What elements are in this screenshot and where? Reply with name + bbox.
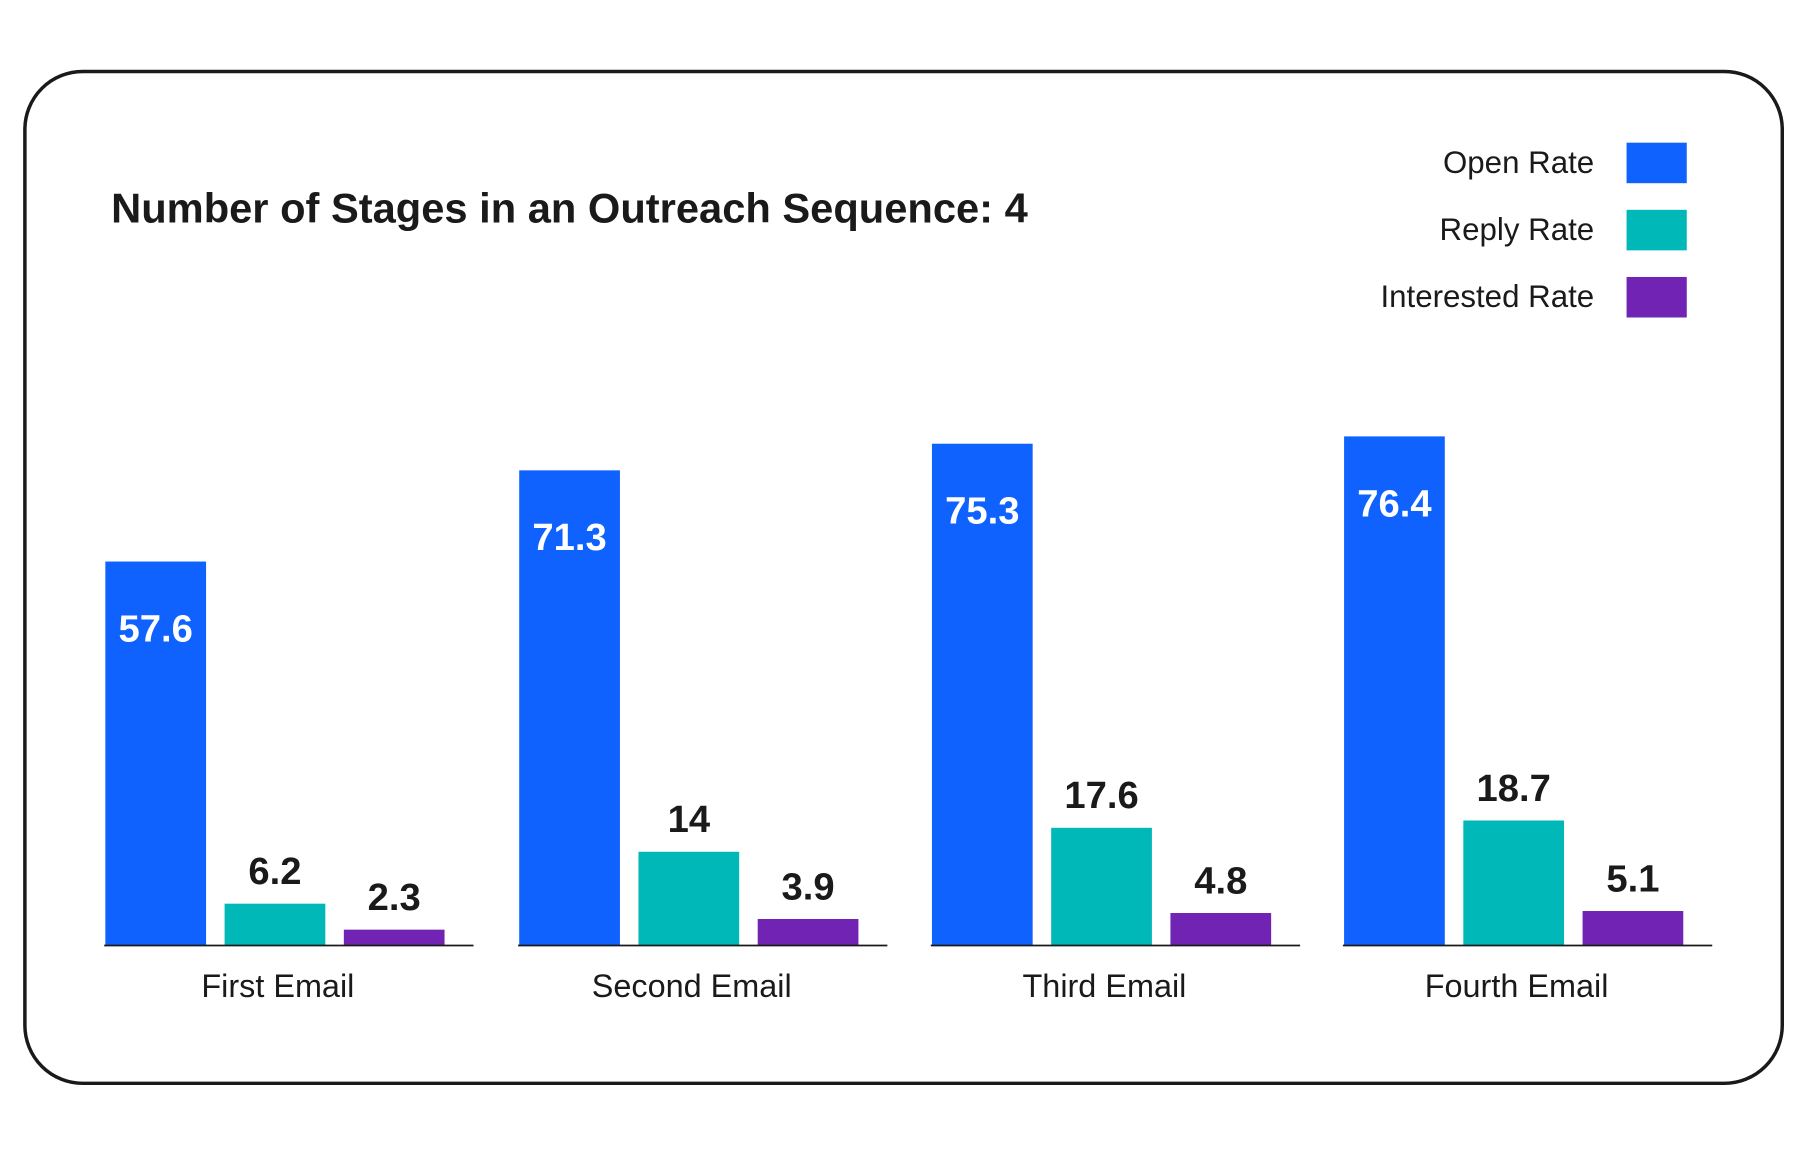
legend-swatch [1626,209,1687,251]
data-label: 75.3 [945,490,1019,533]
bar [105,561,207,945]
bar [343,929,445,945]
legend-swatch [1626,276,1687,318]
legend-label: Open Rate [1443,145,1594,180]
legend-label: Reply Rate [1440,212,1595,247]
data-label: 5.1 [1606,857,1659,900]
chart-card [23,69,1785,1086]
bar-group: 75.3 17.6 4.8 Third Email [930,443,1301,1004]
chart-title: Number of Stages in an Outreach Sequence… [111,185,1028,232]
data-label: 2.3 [368,876,421,919]
data-label: 71.3 [532,516,606,559]
bar [757,919,859,945]
data-label: 18.7 [1477,767,1551,810]
bar [931,443,1033,945]
legend-swatch [1626,142,1687,184]
legend: Open Rate Reply Rate Interested Rate [1380,142,1687,318]
bar [1170,913,1272,945]
data-label: 17.6 [1064,774,1138,817]
category-label: Second Email [592,968,792,1004]
bar [1344,436,1445,945]
bar [638,851,740,945]
bars: 57.6 6.2 2.3 First Email 71.3 14 3.9 Second Ema… [104,436,1713,1004]
data-label: 57.6 [119,607,193,650]
bar-group: 71.3 14 3.9 Second Email [518,470,888,1004]
category-label: Fourth Email [1425,968,1609,1004]
data-label: 76.4 [1357,482,1432,525]
bar-group: 76.4 18.7 5.1 Fourth Email [1342,436,1713,1004]
bar [1582,911,1684,945]
category-label: Third Email [1023,968,1187,1004]
data-label: 4.8 [1194,859,1247,902]
bar [1463,820,1565,945]
legend-label: Interested Rate [1380,279,1594,314]
data-label: 3.9 [782,865,835,908]
bar [519,470,620,945]
bar [224,903,326,945]
data-label: 6.2 [248,850,301,893]
data-label: 14 [668,798,711,841]
bar [1051,827,1152,945]
category-label: First Email [201,968,354,1004]
bar-group: 57.6 6.2 2.3 First Email [104,561,474,1004]
